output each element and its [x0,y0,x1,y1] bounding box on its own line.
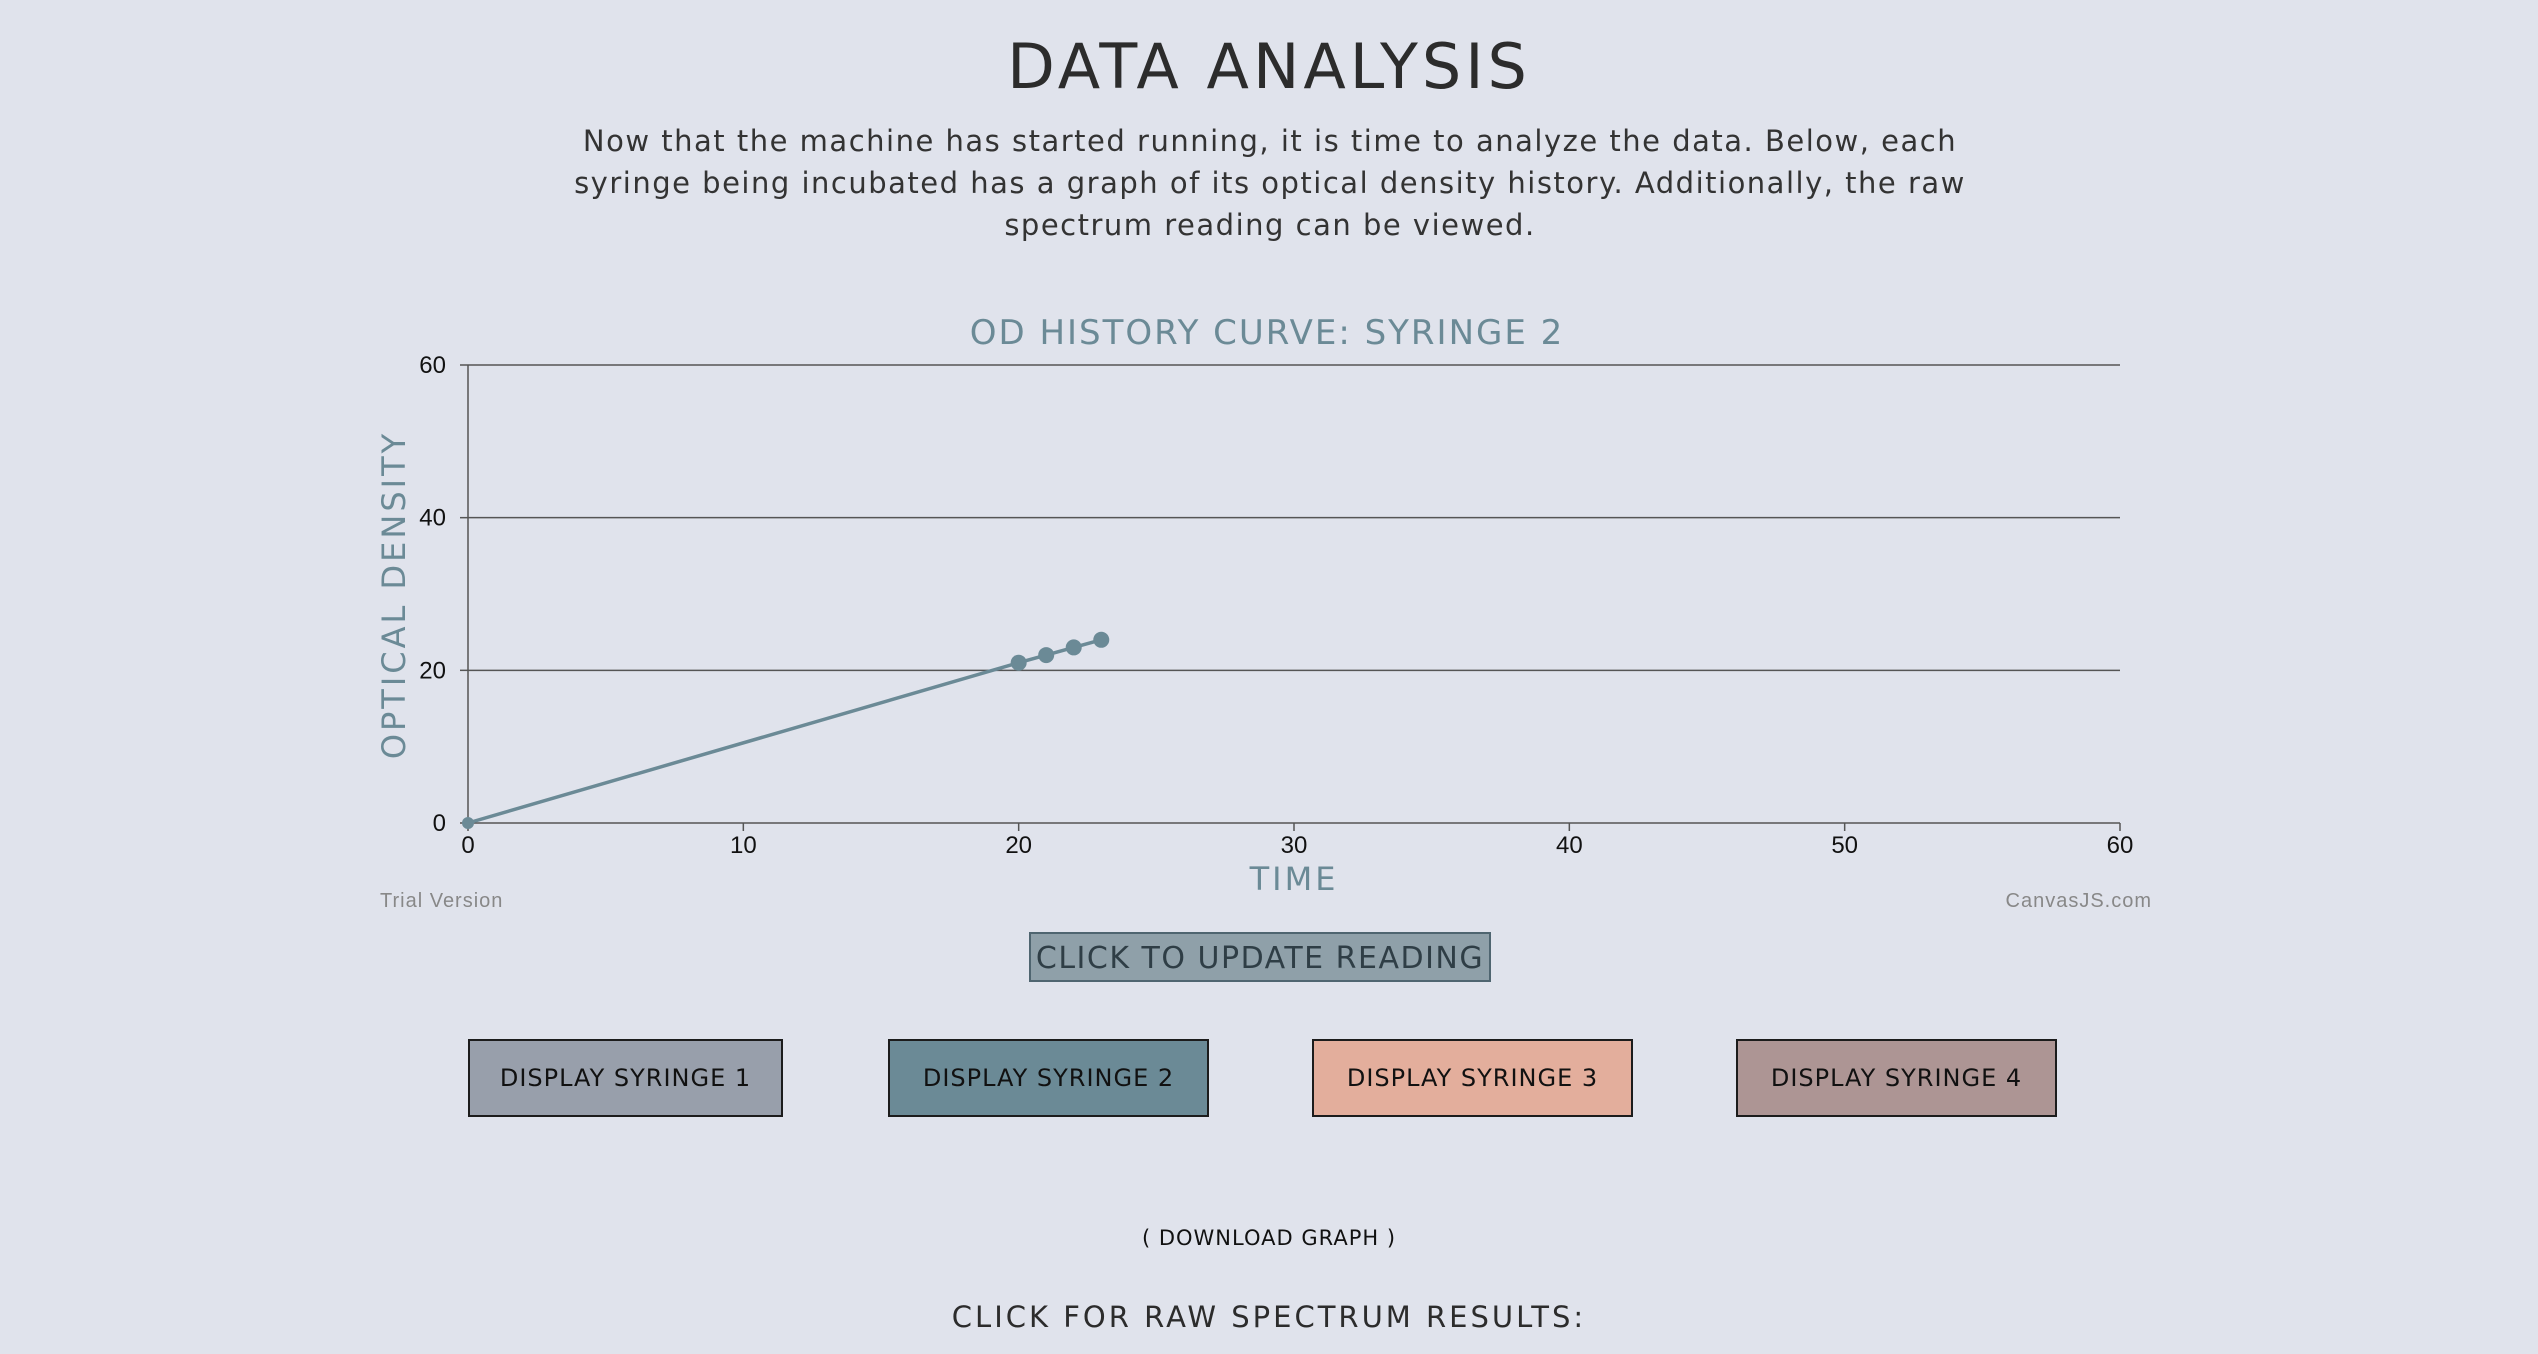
update-reading-button[interactable]: CLICK TO UPDATE READING [1029,932,1491,982]
x-tick-label: 60 [2107,832,2134,859]
canvasjs-credit[interactable]: CanvasJS.com [2006,890,2153,912]
chart-axes [460,364,2121,831]
y-tick-label: 40 [419,505,446,532]
trial-version-credit: Trial Version [380,890,503,912]
display-syringe-1-button[interactable]: DISPLAY SYRINGE 1 [468,1039,783,1117]
x-tick-label: 50 [1831,832,1858,859]
display-syringe-4-button[interactable]: DISPLAY SYRINGE 4 [1736,1039,2057,1117]
chart-tick-labels: 0 20 40 60 0 10 20 30 40 50 60 [419,352,2133,859]
y-tick-label: 0 [433,810,446,837]
x-tick-label: 40 [1556,832,1583,859]
y-tick-label: 60 [419,352,446,379]
intro-text: Now that the machine has started running… [574,124,1966,242]
x-tick-label: 30 [1281,832,1308,859]
y-tick-label: 20 [419,657,446,684]
od-history-chart: OD HISTORY CURVE: SYRINGE 2 0 20 40 60 0 10 20… [370,300,2170,920]
display-syringe-2-button[interactable]: DISPLAY SYRINGE 2 [888,1039,1209,1117]
od-data-point [1010,654,1027,671]
download-graph-link[interactable]: ( DOWNLOAD GRAPH ) [1141,1226,1397,1250]
chart-series [462,631,1110,829]
display-syringe-3-button[interactable]: DISPLAY SYRINGE 3 [1312,1039,1633,1117]
chart-canvas: OD HISTORY CURVE: SYRINGE 2 0 20 40 60 0 10 20… [375,313,2153,912]
x-tick-label: 10 [730,832,757,859]
chart-gridlines [468,364,2120,672]
raw-spectrum-toggle[interactable]: CLICK FOR RAW SPECTRUM RESULTS: [951,1300,1587,1334]
chart-title: OD HISTORY CURVE: SYRINGE 2 [970,313,1565,353]
y-axis-title: OPTICAL DENSITY [375,431,413,759]
page-title: DATA ANALYSIS [1007,30,1531,103]
od-series-line [467,638,1102,825]
od-data-point [1065,639,1082,656]
od-data-point [462,817,474,829]
od-data-point [1093,631,1110,648]
x-axis-title: TIME [1249,860,1339,898]
x-tick-label: 0 [461,832,474,859]
od-data-point [1038,647,1055,664]
x-tick-label: 20 [1005,832,1032,859]
